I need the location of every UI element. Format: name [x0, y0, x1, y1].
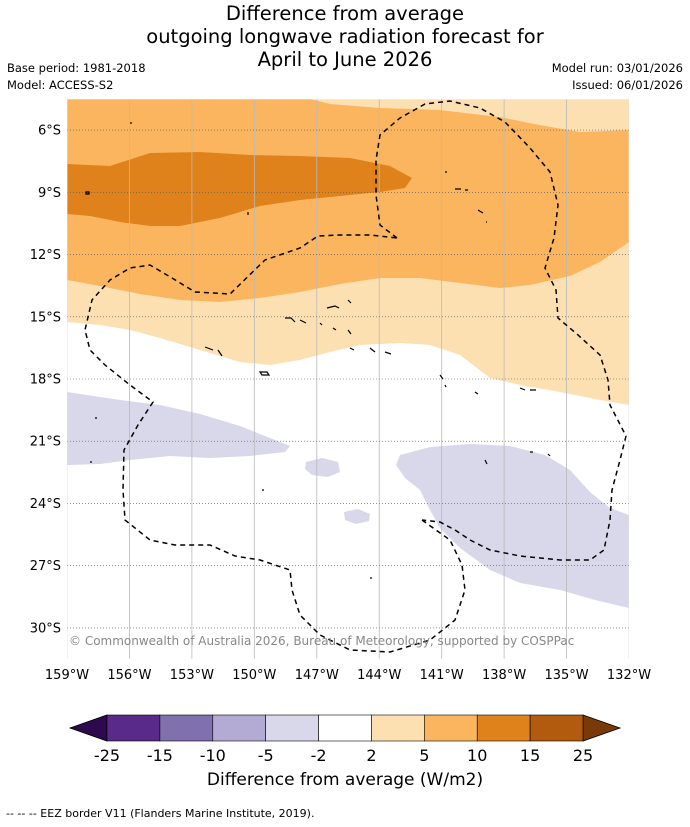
copyright-text: © Commonwealth of Australia 2026, Bureau…: [69, 634, 574, 648]
x-tick-label: 153°W: [170, 668, 214, 683]
y-tick-label: 18°S: [30, 373, 61, 388]
eez-border: [84, 100, 627, 653]
x-tick-label: 138°W: [482, 668, 526, 683]
island-11: [258, 371, 271, 376]
plot-frame: [66, 98, 630, 660]
colorbar-tick-label: 15: [520, 746, 540, 765]
colorbar-tick-label: -10: [200, 746, 226, 765]
model-text: Model: ACCESS-S2: [7, 78, 114, 92]
colorbar-extend-high: [582, 714, 622, 742]
colorbar-cell: [212, 714, 266, 742]
colorbar-cell: [529, 714, 584, 742]
x-tick-label: 156°W: [107, 668, 151, 683]
colorbar-label: Difference from average (W/m2): [206, 770, 484, 790]
y-tick-label: 24°S: [30, 497, 61, 512]
colorbar-tick-label: -2: [311, 746, 327, 765]
island-10: [204, 346, 223, 357]
colorbar-extend-low: [68, 714, 108, 742]
colorbar-tick-label: 25: [573, 746, 593, 765]
y-tick-label: 15°S: [30, 310, 61, 325]
island-9: [319, 322, 352, 335]
colorbar-cell: [106, 714, 161, 742]
colorbar-cell: [424, 714, 478, 742]
island-13: [439, 374, 479, 395]
meta-right: Model run: 03/01/2026 Issued: 06/01/2026: [552, 60, 683, 94]
island-7: [326, 299, 352, 309]
island-1: [85, 191, 90, 195]
x-tick-label: 150°W: [232, 668, 276, 683]
x-tick-label: 147°W: [295, 668, 339, 683]
region-m5-to-m2-east: [396, 444, 629, 608]
title-line-2: outgoing longwave radiation forecast for: [146, 25, 544, 48]
base-period-text: Base period: 1981-2018: [7, 61, 146, 75]
colorbar-tick-label: -25: [94, 746, 120, 765]
region-10-to-15: [67, 152, 412, 226]
island-6: [477, 209, 487, 223]
x-tick-label: 144°W: [357, 668, 401, 683]
colorbar-tick-label: 2: [366, 746, 376, 765]
title-line-3: April to June 2026: [257, 48, 433, 71]
island-14: [519, 387, 536, 391]
colorbar-tick-label: 10: [467, 746, 487, 765]
x-tick-label: 132°W: [607, 668, 651, 683]
y-axis: 6°S 9°S 12°S 15°S 18°S 21°S 24°S 27°S 30°S: [30, 124, 61, 637]
colorbar-cell: [371, 714, 425, 742]
meta-left: Base period: 1981-2018 Model: ACCESS-S2: [7, 60, 146, 94]
colorbar: -25 -15 -10 -5 -2 2 5 10 15 25: [68, 714, 622, 765]
y-tick-label: 27°S: [30, 559, 61, 574]
y-tick-label: 21°S: [30, 435, 61, 450]
eez-footnote: -- -- -- EEZ border V11 (Flanders Marine…: [6, 807, 315, 820]
island-16: [262, 489, 372, 579]
x-tick-label: 135°W: [544, 668, 588, 683]
y-tick-label: 12°S: [30, 248, 61, 263]
y-tick-label: 9°S: [38, 186, 61, 201]
region-m5-to-m2-blob-2: [344, 509, 370, 524]
island-17: [90, 417, 97, 463]
grid: [67, 99, 629, 659]
region-5-to-10: [67, 99, 629, 302]
island-5: [455, 188, 468, 191]
y-tick-label: 6°S: [38, 124, 61, 139]
x-axis: 159°W 156°W 153°W 150°W 147°W 144°W 141°W 138°W…: [45, 668, 651, 683]
island-12: [349, 347, 392, 355]
colorbar-tick-label: 5: [419, 746, 429, 765]
chart-title: Difference from average outgoing longwav…: [0, 2, 690, 71]
island-8: [285, 317, 307, 324]
region-m5-to-m2-west: [67, 392, 290, 465]
y-tick-label: 30°S: [30, 621, 61, 636]
island-15: [484, 451, 551, 465]
islands: [85, 122, 551, 579]
issued-text: Issued: 06/01/2026: [572, 78, 683, 92]
region-m5-to-m2-blob-1: [305, 458, 340, 477]
colorbar-cell: [476, 714, 531, 742]
x-tick-label: 159°W: [45, 668, 89, 683]
colorbar-cell: [159, 714, 214, 742]
colorbar-tick-label: -15: [147, 746, 173, 765]
colorbar-tick-label: -5: [258, 746, 274, 765]
x-tick-label: 141°W: [420, 668, 464, 683]
colorbar-cell: [265, 714, 319, 742]
colorbar-cell: [318, 714, 372, 742]
region-2-to-5-north: [310, 99, 629, 132]
model-run-text: Model run: 03/01/2026: [551, 61, 683, 75]
title-line-1: Difference from average: [225, 2, 465, 25]
